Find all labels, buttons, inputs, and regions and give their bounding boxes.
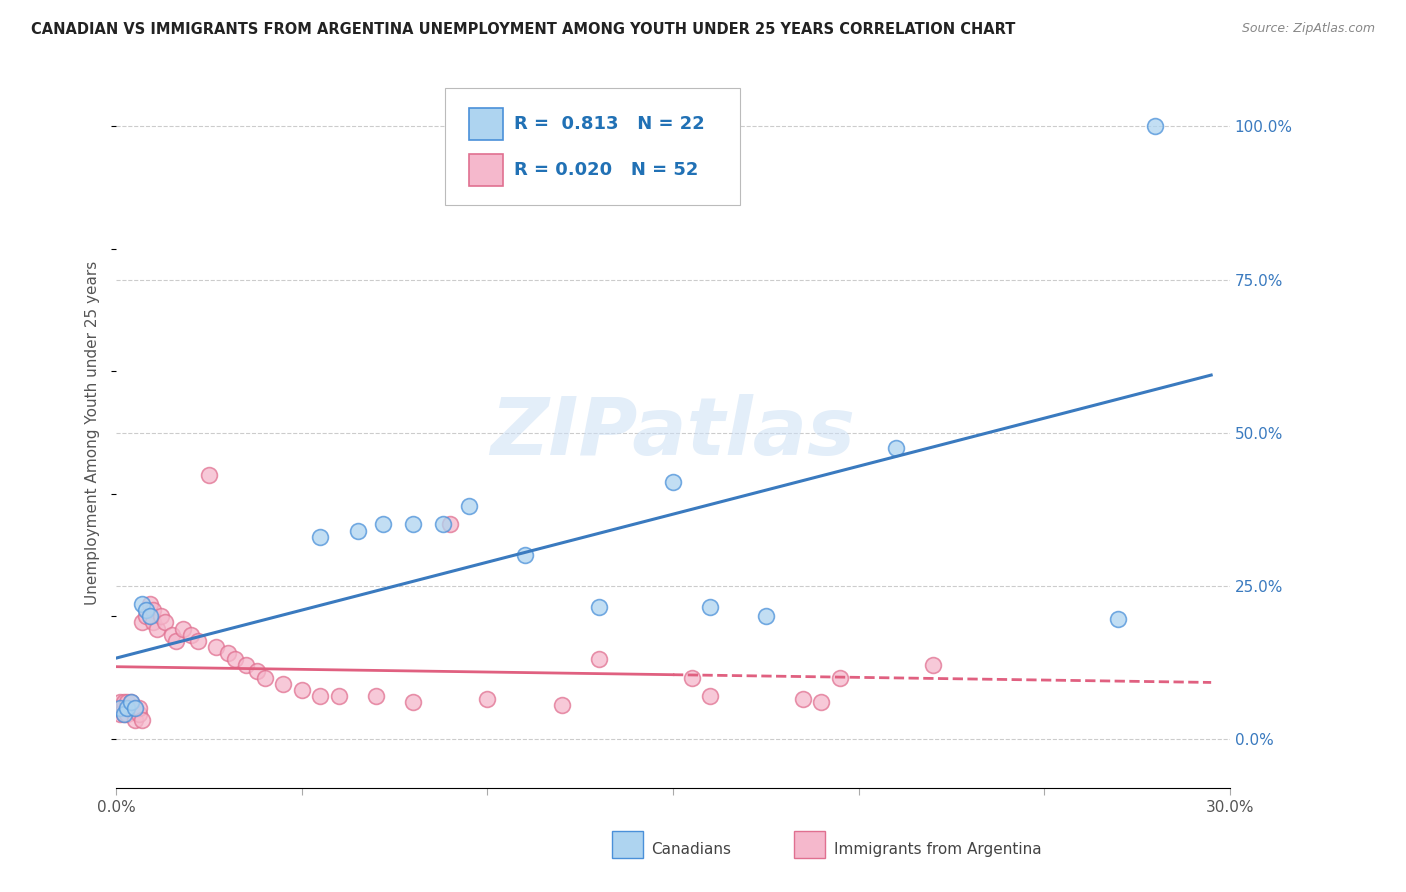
Point xyxy=(135,609,157,624)
Text: R = 0.020   N = 52: R = 0.020 N = 52 xyxy=(513,161,699,178)
Point xyxy=(153,615,176,630)
Point xyxy=(131,597,153,611)
Point xyxy=(187,633,209,648)
Point xyxy=(402,517,425,532)
Point xyxy=(699,600,721,615)
Point xyxy=(142,603,165,617)
Point xyxy=(513,548,536,562)
Point xyxy=(128,707,150,722)
Point xyxy=(120,695,142,709)
Point xyxy=(364,689,387,703)
Point xyxy=(921,658,943,673)
Point xyxy=(128,701,150,715)
Point xyxy=(291,682,314,697)
Point xyxy=(246,665,269,679)
Point xyxy=(217,646,239,660)
Point xyxy=(117,695,139,709)
FancyBboxPatch shape xyxy=(444,88,740,205)
Point xyxy=(112,707,135,722)
Point xyxy=(373,517,395,532)
Point xyxy=(117,701,139,715)
Point xyxy=(135,603,157,617)
Point xyxy=(112,701,135,715)
Text: Immigrants from Argentina: Immigrants from Argentina xyxy=(834,842,1042,856)
Point xyxy=(1144,120,1167,134)
Point xyxy=(138,597,160,611)
Point xyxy=(681,671,703,685)
Point xyxy=(884,441,907,455)
Point xyxy=(172,622,194,636)
Point xyxy=(1107,612,1129,626)
Point xyxy=(224,652,246,666)
Text: ZIPatlas: ZIPatlas xyxy=(491,393,855,472)
Point xyxy=(588,600,610,615)
Point xyxy=(205,640,228,654)
Text: R =  0.813   N = 22: R = 0.813 N = 22 xyxy=(513,114,704,133)
Point xyxy=(124,701,146,715)
Point xyxy=(309,530,332,544)
Point xyxy=(138,609,160,624)
Point xyxy=(755,609,778,624)
Point xyxy=(124,701,146,715)
Point xyxy=(108,701,131,715)
Point xyxy=(120,695,142,709)
Point xyxy=(253,671,276,685)
Point xyxy=(117,701,139,715)
Point xyxy=(108,695,131,709)
Point xyxy=(792,692,814,706)
Point xyxy=(309,689,332,703)
Point xyxy=(432,517,454,532)
Point xyxy=(165,633,187,648)
Point xyxy=(146,622,169,636)
Text: CANADIAN VS IMMIGRANTS FROM ARGENTINA UNEMPLOYMENT AMONG YOUTH UNDER 25 YEARS CO: CANADIAN VS IMMIGRANTS FROM ARGENTINA UN… xyxy=(31,22,1015,37)
Point xyxy=(588,652,610,666)
Point xyxy=(108,701,131,715)
Point xyxy=(477,692,499,706)
Point xyxy=(550,698,572,712)
Point xyxy=(402,695,425,709)
Y-axis label: Unemployment Among Youth under 25 years: Unemployment Among Youth under 25 years xyxy=(86,260,100,605)
Point xyxy=(346,524,368,538)
Point xyxy=(699,689,721,703)
Point xyxy=(149,609,172,624)
Point xyxy=(179,628,201,642)
Point xyxy=(271,676,294,690)
Point xyxy=(131,714,153,728)
Point xyxy=(142,615,165,630)
FancyBboxPatch shape xyxy=(470,153,502,186)
Point xyxy=(124,714,146,728)
Point xyxy=(117,707,139,722)
Point xyxy=(120,701,142,715)
Point xyxy=(112,707,135,722)
Text: Canadians: Canadians xyxy=(651,842,731,856)
Point xyxy=(457,499,479,513)
Point xyxy=(160,628,183,642)
Text: Source: ZipAtlas.com: Source: ZipAtlas.com xyxy=(1241,22,1375,36)
Point xyxy=(198,468,221,483)
Point xyxy=(112,695,135,709)
Point xyxy=(108,707,131,722)
Point xyxy=(439,517,461,532)
Point xyxy=(328,689,350,703)
Point xyxy=(235,658,257,673)
FancyBboxPatch shape xyxy=(470,108,502,139)
Point xyxy=(131,615,153,630)
Point xyxy=(662,475,685,489)
Point xyxy=(810,695,832,709)
Point xyxy=(828,671,851,685)
